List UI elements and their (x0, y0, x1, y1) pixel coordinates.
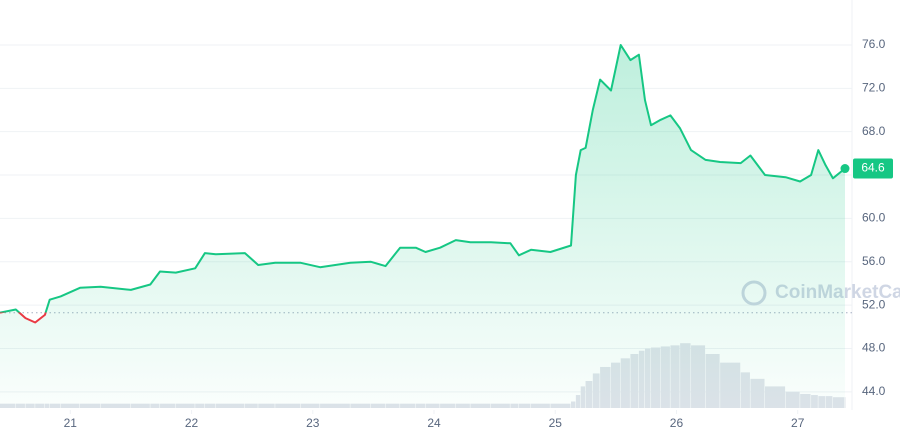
y-tick-label: 56.0 (862, 254, 886, 268)
x-tick-label: 26 (670, 416, 684, 430)
volume-bar (845, 397, 846, 408)
y-tick-label: 76.0 (862, 37, 886, 51)
x-tick-label: 22 (185, 416, 199, 430)
y-tick-label: 52.0 (862, 297, 886, 311)
y-tick-label: 72.0 (862, 80, 886, 94)
last-point (840, 164, 850, 174)
x-tick-label: 24 (427, 416, 441, 430)
x-tick-label: 27 (791, 416, 805, 430)
y-tick-label: 68.0 (862, 124, 886, 138)
y-tick-label: 60.0 (862, 211, 886, 225)
price-area (0, 45, 845, 408)
x-tick-label: 21 (64, 416, 78, 430)
x-tick-label: 23 (306, 416, 320, 430)
x-tick-label: 25 (549, 416, 563, 430)
price-tag-label: 64.6 (861, 161, 885, 175)
price-tag (853, 158, 893, 179)
y-tick-label: 48.0 (862, 341, 886, 355)
y-tick-label: 44.0 (862, 384, 886, 398)
price-line (0, 44, 846, 324)
